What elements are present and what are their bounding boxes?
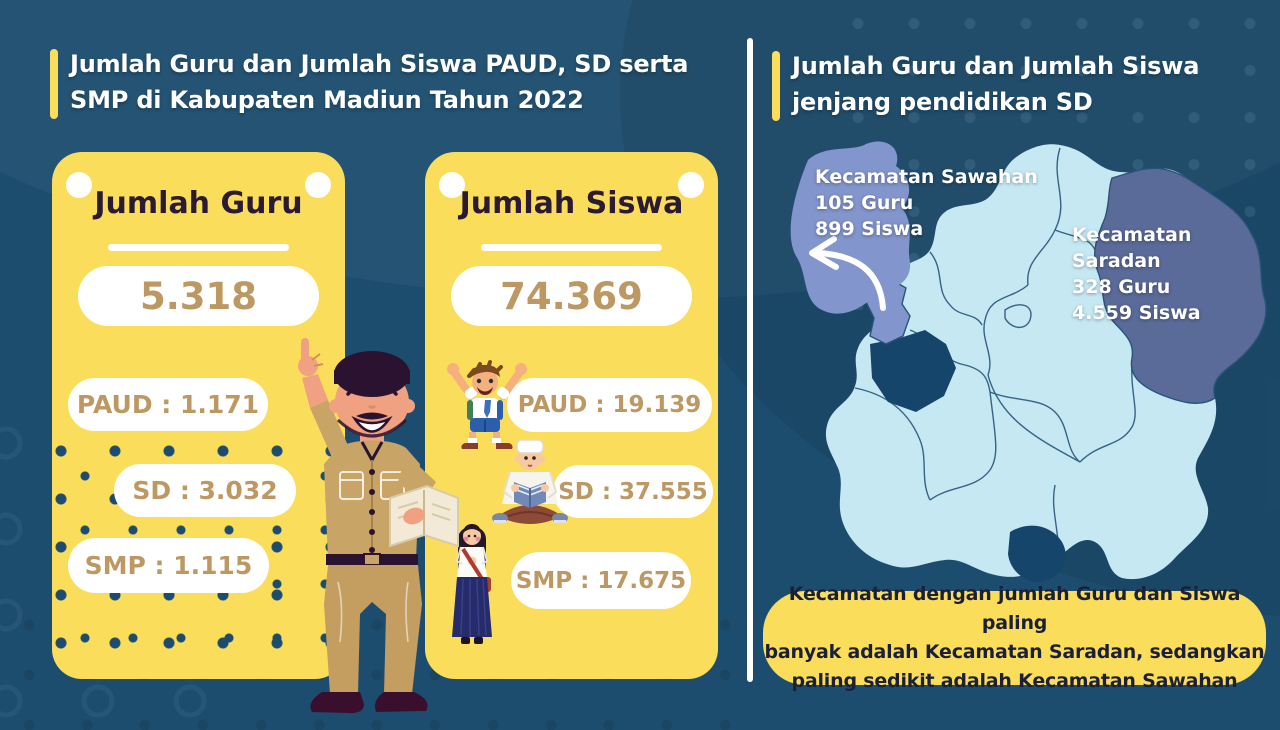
madiun-map-svg — [790, 141, 1267, 583]
sawahan-siswa: 899 Siswa — [815, 218, 924, 240]
guru-smp-pill: SMP : 1.115 — [68, 538, 269, 593]
right-title-line1: Jumlah Guru dan Jumlah Siswa — [792, 52, 1200, 80]
card-pin-circle — [305, 172, 331, 198]
saradan-name: Kecamatan Saradan — [1072, 224, 1192, 272]
sawahan-label: Kecamatan Sawahan 105 Guru 899 Siswa — [815, 164, 1038, 242]
left-title-accent-bar — [50, 49, 58, 119]
map-district-sawahan — [865, 279, 911, 345]
note-line1: Kecamatan dengan jumlah Guru dan Siswa p… — [788, 583, 1241, 634]
sawahan-name: Kecamatan Sawahan — [815, 166, 1038, 188]
guru-card-underline — [108, 244, 289, 251]
reading-student-illustration — [492, 439, 568, 524]
map-district-dark-south — [1008, 525, 1066, 583]
saradan-siswa: 4.559 Siswa — [1072, 302, 1201, 324]
siswa-sd-pill: SD : 37.555 — [553, 465, 713, 518]
section-divider — [747, 38, 753, 682]
left-panel-title: Jumlah Guru dan Jumlah Siswa PAUD, SD se… — [70, 46, 689, 118]
right-panel-title: Jumlah Guru dan Jumlah Siswa jenjang pen… — [792, 48, 1199, 120]
guru-card: Jumlah Guru 5.318 PAUD : 1.171 SD : 3.03… — [52, 152, 345, 679]
sawahan-guru: 105 Guru — [815, 192, 914, 214]
guru-total-pill: 5.318 — [78, 266, 319, 326]
madiun-map: Kecamatan Sawahan 105 Guru 899 Siswa Kec… — [760, 140, 1280, 590]
cheering-student-illustration — [447, 360, 527, 449]
siswa-card-underline — [481, 244, 662, 251]
map-district-saradan — [1094, 167, 1267, 404]
girl-student-illustration — [452, 524, 492, 644]
siswa-smp-pill: SMP : 17.675 — [511, 552, 691, 609]
note-line3: paling sedikit adalah Kecamatan Sawahan — [791, 670, 1238, 692]
map-arrow-head — [809, 236, 839, 270]
saradan-guru: 328 Guru — [1072, 276, 1171, 298]
guru-card-title: Jumlah Guru — [94, 186, 303, 221]
map-district-dark — [870, 330, 956, 412]
siswa-paud-pill: PAUD : 19.139 — [507, 378, 712, 432]
teacher-illustration — [298, 338, 459, 714]
left-title-line1: Jumlah Guru dan Jumlah Siswa PAUD, SD se… — [70, 50, 689, 78]
map-arrow — [817, 250, 886, 311]
saradan-label: Kecamatan Saradan 328 Guru 4.559 Siswa — [1072, 222, 1280, 326]
siswa-card-title: Jumlah Siswa — [459, 186, 684, 221]
conclusion-note: Kecamatan dengan jumlah Guru dan Siswa p… — [763, 583, 1266, 692]
card-pin-circle — [439, 172, 465, 198]
left-title-line2: SMP di Kabupaten Madiun Tahun 2022 — [70, 86, 584, 114]
guru-paud-pill: PAUD : 1.171 — [68, 378, 268, 431]
map-sawahan-inset — [790, 141, 911, 314]
card-pin-circle — [678, 172, 704, 198]
guru-sd-pill: SD : 3.032 — [114, 464, 296, 517]
note-line2: banyak adalah Kecamatan Saradan, sedangk… — [764, 641, 1265, 663]
right-title-line2: jenjang pendidikan SD — [792, 88, 1093, 116]
siswa-total-pill: 74.369 — [451, 266, 692, 326]
right-title-accent-bar — [772, 51, 780, 121]
card-pin-circle — [66, 172, 92, 198]
